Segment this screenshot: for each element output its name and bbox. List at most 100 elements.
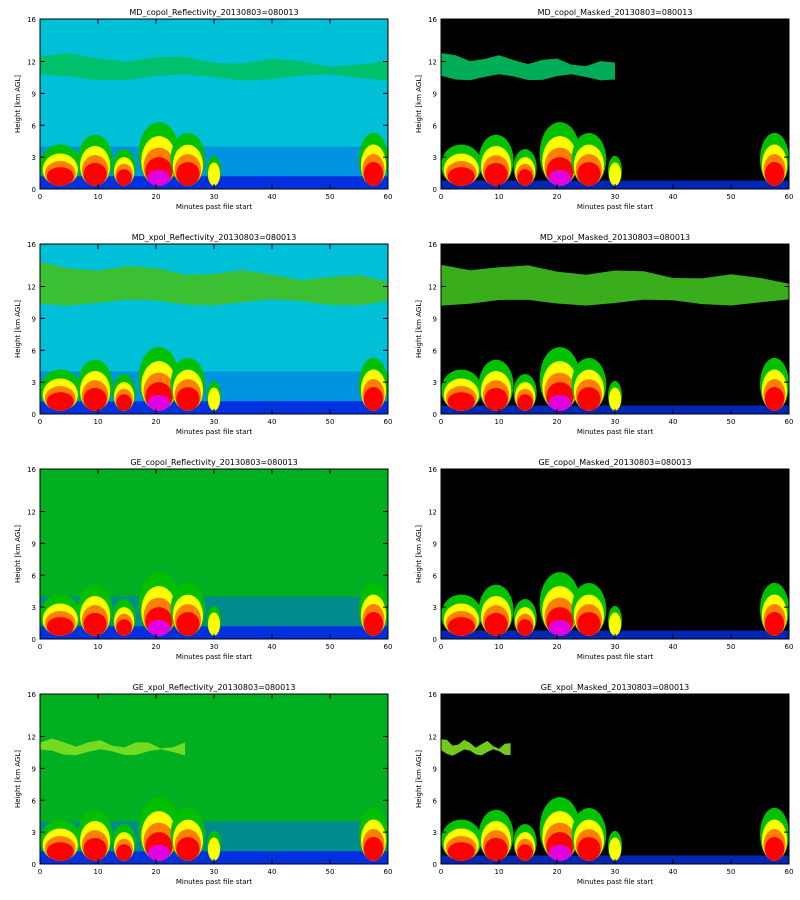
- y-tick-label: 0: [32, 636, 36, 644]
- plot-area: [40, 469, 388, 639]
- y-tick-label: 3: [32, 829, 36, 837]
- x-tick-label: 50: [326, 868, 335, 876]
- echo-cell: [577, 612, 601, 636]
- x-tick-label: 50: [326, 643, 335, 651]
- x-tick-label: 60: [384, 643, 393, 651]
- echo-cell: [83, 612, 107, 636]
- echo-cell: [484, 387, 508, 411]
- echo-cell: [116, 619, 132, 636]
- echo-cell: [147, 619, 171, 636]
- echo-cell: [577, 387, 601, 411]
- y-tick-label: 12: [428, 284, 437, 292]
- radar-panel: 0 10 20 30 40 50 60 0 3 6 9 12 16 GE_copol_Masked_201…: [415, 458, 793, 661]
- y-tick-label: 6: [433, 797, 438, 805]
- y-axis-label: Height [km AGL]: [14, 300, 22, 358]
- x-tick-label: 60: [384, 418, 393, 426]
- x-tick-label: 60: [785, 643, 794, 651]
- x-tick-label: 30: [611, 868, 620, 876]
- x-tick-label: 20: [553, 418, 562, 426]
- panel-title: GE_xpol_Masked_20130803=080013: [541, 683, 689, 692]
- echo-cell: [207, 612, 221, 636]
- upper-cloud-layer: [441, 264, 789, 306]
- x-tick-label: 50: [326, 193, 335, 201]
- y-tick-label: 12: [27, 509, 36, 517]
- x-tick-label: 20: [152, 418, 161, 426]
- x-tick-label: 60: [785, 868, 794, 876]
- x-tick-label: 20: [152, 193, 161, 201]
- x-tick-label: 20: [152, 643, 161, 651]
- x-tick-label: 30: [210, 643, 219, 651]
- x-tick-label: 50: [727, 868, 736, 876]
- plot-area: [40, 694, 388, 864]
- echo-cell: [764, 611, 785, 636]
- panel-title: MD_xpol_Masked_20130803=080013: [540, 233, 690, 242]
- x-tick-label: 10: [495, 193, 504, 201]
- echo-cell: [83, 162, 107, 186]
- echo-cell: [484, 837, 508, 861]
- plot-area: [441, 244, 789, 414]
- y-tick-label: 9: [32, 765, 36, 773]
- x-tick-label: 20: [152, 868, 161, 876]
- x-tick-label: 30: [210, 418, 219, 426]
- y-axis-label: Height [km AGL]: [14, 750, 22, 808]
- plot-area: [441, 19, 789, 189]
- x-axis-label: Minutes past file start: [176, 428, 253, 436]
- x-tick-label: 20: [553, 868, 562, 876]
- x-tick-label: 0: [38, 193, 42, 201]
- echo-cell: [147, 844, 171, 861]
- x-tick-label: 0: [38, 418, 42, 426]
- echo-cell: [484, 162, 508, 186]
- y-tick-label: 12: [428, 509, 437, 517]
- panel-title: GE_copol_Masked_20130803=080013: [538, 458, 691, 467]
- y-tick-label: 16: [27, 241, 36, 249]
- radar-panel: 0 10 20 30 40 50 60 0 3 6 9 12 16 MD_copol_Masked_201…: [415, 8, 793, 211]
- echo-cell: [608, 837, 622, 861]
- echo-cell: [147, 394, 171, 411]
- y-tick-label: 9: [32, 540, 36, 548]
- panel-title: MD_copol_Masked_20130803=080013: [538, 8, 693, 17]
- y-tick-label: 16: [428, 466, 437, 474]
- x-tick-label: 40: [669, 193, 678, 201]
- echo-cell: [207, 387, 221, 411]
- x-tick-label: 60: [384, 193, 393, 201]
- y-tick-label: 12: [428, 59, 437, 67]
- panel-title: GE_xpol_Reflectivity_20130803=080013: [133, 683, 296, 692]
- x-tick-label: 30: [210, 193, 219, 201]
- upper-cloud-layer: [40, 261, 388, 306]
- y-axis-label: Height [km AGL]: [415, 750, 423, 808]
- radar-panel: 0 10 20 30 40 50 60 0 3 6 9 12 16 MD_xpol_Reflectivit…: [14, 233, 392, 436]
- y-tick-label: 0: [32, 861, 36, 869]
- y-tick-label: 6: [32, 347, 37, 355]
- upper-cloud-layer: [441, 53, 615, 81]
- y-tick-label: 3: [32, 379, 36, 387]
- echo-cell: [176, 612, 200, 636]
- echo-cell: [484, 612, 508, 636]
- x-tick-label: 10: [94, 868, 103, 876]
- x-tick-label: 40: [268, 418, 277, 426]
- y-tick-label: 9: [433, 315, 437, 323]
- y-tick-label: 3: [32, 604, 36, 612]
- echo-cell: [608, 162, 622, 186]
- y-tick-label: 9: [433, 540, 437, 548]
- x-axis-label: Minutes past file start: [577, 428, 654, 436]
- x-tick-label: 0: [439, 193, 443, 201]
- x-tick-label: 10: [94, 193, 103, 201]
- y-tick-label: 12: [428, 734, 437, 742]
- x-tick-label: 20: [553, 643, 562, 651]
- x-tick-label: 0: [439, 643, 443, 651]
- echo-cell: [176, 387, 200, 411]
- x-tick-label: 0: [38, 868, 42, 876]
- x-tick-label: 40: [268, 868, 277, 876]
- y-axis-label: Height [km AGL]: [415, 525, 423, 583]
- echo-cell: [548, 844, 572, 861]
- y-tick-label: 3: [433, 829, 437, 837]
- echo-cell: [577, 162, 601, 186]
- plot-area: [441, 694, 789, 864]
- echo-cell: [207, 162, 221, 186]
- x-axis-label: Minutes past file start: [577, 878, 654, 886]
- x-tick-label: 10: [94, 418, 103, 426]
- y-tick-label: 3: [32, 154, 36, 162]
- echo-cell: [147, 169, 171, 186]
- echo-cell: [608, 612, 622, 636]
- y-tick-label: 9: [433, 90, 437, 98]
